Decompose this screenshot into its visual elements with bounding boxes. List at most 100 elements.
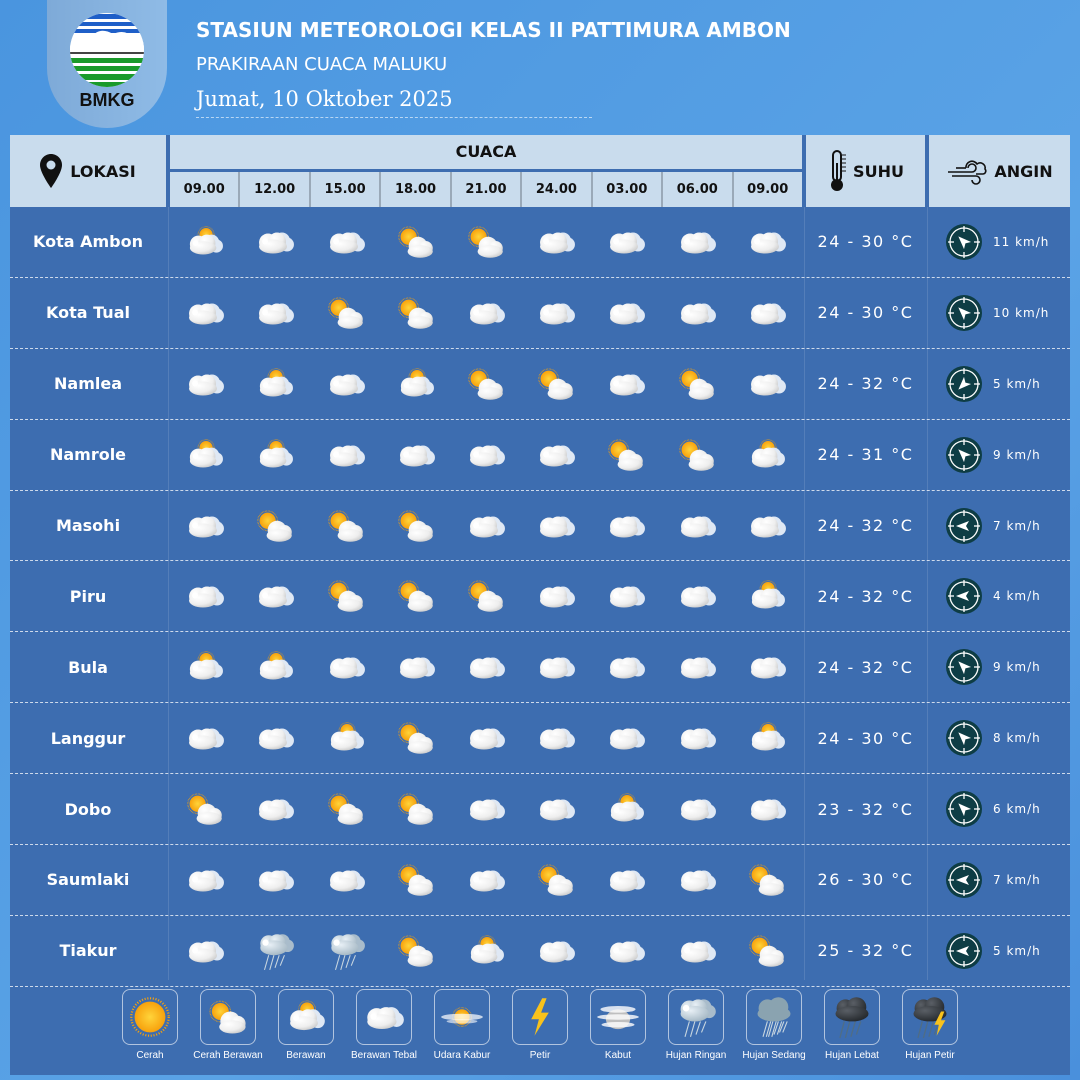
weather-cell [732,561,802,631]
compass-icon [946,294,982,331]
weather-cell [451,703,521,773]
weather-cell [732,420,802,490]
weather-cell [591,632,661,702]
weather-cell [591,774,661,844]
table-row: Kota Ambon 24 - 30 °C 11 km/h [10,207,1070,278]
weather-cell [521,845,591,915]
divider [927,207,928,980]
berawan-tebal-icon [535,434,577,476]
location-name: Piru [69,586,107,606]
compass-icon [946,649,982,686]
cerah-berawan-icon [465,221,507,263]
weather-cell [662,703,732,773]
cerah-berawan-icon [325,505,367,547]
weather-cell [662,349,732,419]
legend-icon-box [122,989,178,1045]
legend: Cerah Cerah Berawan Berawan Berawan Tebal Ud… [10,987,1070,1075]
weather-icons [170,774,802,844]
berawan-tebal-icon [605,859,647,901]
berawan-icon [254,363,296,405]
berawan-tebal-icon [676,292,718,334]
forecast-date: Jumat, 10 Oktober 2025 [196,87,453,111]
cerah-berawan-icon [325,575,367,617]
location-name: Dobo [64,799,112,819]
weather-icons [170,632,802,702]
legend-icon-box [512,989,568,1045]
legend-label: Cerah [136,1050,164,1061]
legend-item-petir: Petir [511,989,569,1075]
berawan-tebal-icon [605,363,647,405]
weather-cell [310,561,380,631]
berawan-tebal-icon [746,505,788,547]
weather-cell [240,491,310,561]
weather-icons [170,420,802,490]
wind-info: 9 km/h [929,648,1070,686]
wind-speed: 7 km/h [993,872,1041,887]
weather-icons [170,278,802,348]
berawan-tebal-icon [184,930,226,972]
location-name: Langgur [50,728,126,748]
compass-icon [946,720,982,757]
weather-cell [662,845,732,915]
weather-cell [381,207,451,277]
wind-speed: 9 km/h [993,447,1041,462]
time-header: 09.00 [170,172,241,207]
temperature-range: 24 - 31 °C [817,445,914,465]
temperature-range: 24 - 32 °C [817,516,914,535]
wind-speed: 5 km/h [993,376,1041,391]
weather-cell [451,561,521,631]
header-lokasi-label: LOKASI [70,161,136,181]
berawan-tebal-icon [746,221,788,263]
weather-cell [310,632,380,702]
legend-item-berawan: Berawan [277,989,335,1075]
cerah-berawan-icon [395,221,437,263]
weather-cell [170,703,240,773]
weather-cell [662,278,732,348]
table-row: Kota Tual 24 - 30 °C 10 km/h [10,278,1070,349]
weather-cell [521,278,591,348]
berawan-tebal-icon [465,788,507,830]
legend-icon-box [434,989,490,1045]
compass-icon [946,861,982,898]
legend-item-hujan-petir: Hujan Petir [901,989,959,1075]
table-row: Langgur 24 - 30 °C 8 km/h [10,703,1070,775]
weather-cell [381,491,451,561]
table-row: Saumlaki 26 - 30 °C 7 km/h [10,845,1070,916]
weather-cell [451,420,521,490]
berawan-tebal-icon [325,646,367,688]
weather-cell [170,632,240,702]
berawan-tebal-icon [605,930,647,972]
weather-icons [170,845,802,915]
cerah-berawan-icon [395,859,437,901]
weather-cell [240,278,310,348]
legend-item-hujan-ringan: Hujan Ringan [666,989,726,1075]
berawan-tebal-icon [184,717,226,759]
temperature-range: 24 - 32 °C [817,586,914,606]
weather-cell [451,632,521,702]
berawan-icon [284,995,328,1039]
legend-item-cerah: Cerah [121,989,179,1075]
wind-info: 7 km/h [929,861,1070,899]
berawan-tebal-icon [746,292,788,334]
legend-label: Hujan Sedang [742,1050,806,1061]
berawan-tebal-icon [535,788,577,830]
berawan-tebal-icon [535,292,577,334]
compass-icon [946,578,982,615]
cerah-berawan-icon [395,575,437,617]
berawan-tebal-icon [676,505,718,547]
weather-cell [732,349,802,419]
weather-cell [732,916,802,986]
berawan-tebal-icon [605,505,647,547]
weather-cell [170,278,240,348]
berawan-tebal-icon [465,717,507,759]
table-row: Namrole 24 - 31 °C 9 km/h [10,420,1070,491]
weather-cell [240,632,310,702]
legend-icon-box [746,989,802,1045]
berawan-icon [254,646,296,688]
table-row: Masohi 24 - 32 °C 7 km/h [10,491,1070,562]
hujan-petir-icon [908,995,952,1039]
forecast-table: LOKASI CUACA 09.00 12.00 15.00 18.00 21.00 24… [10,135,1070,1075]
weather-cell [451,491,521,561]
legend-label: Cerah Berawan [193,1050,263,1061]
cerah-berawan-icon [465,363,507,405]
